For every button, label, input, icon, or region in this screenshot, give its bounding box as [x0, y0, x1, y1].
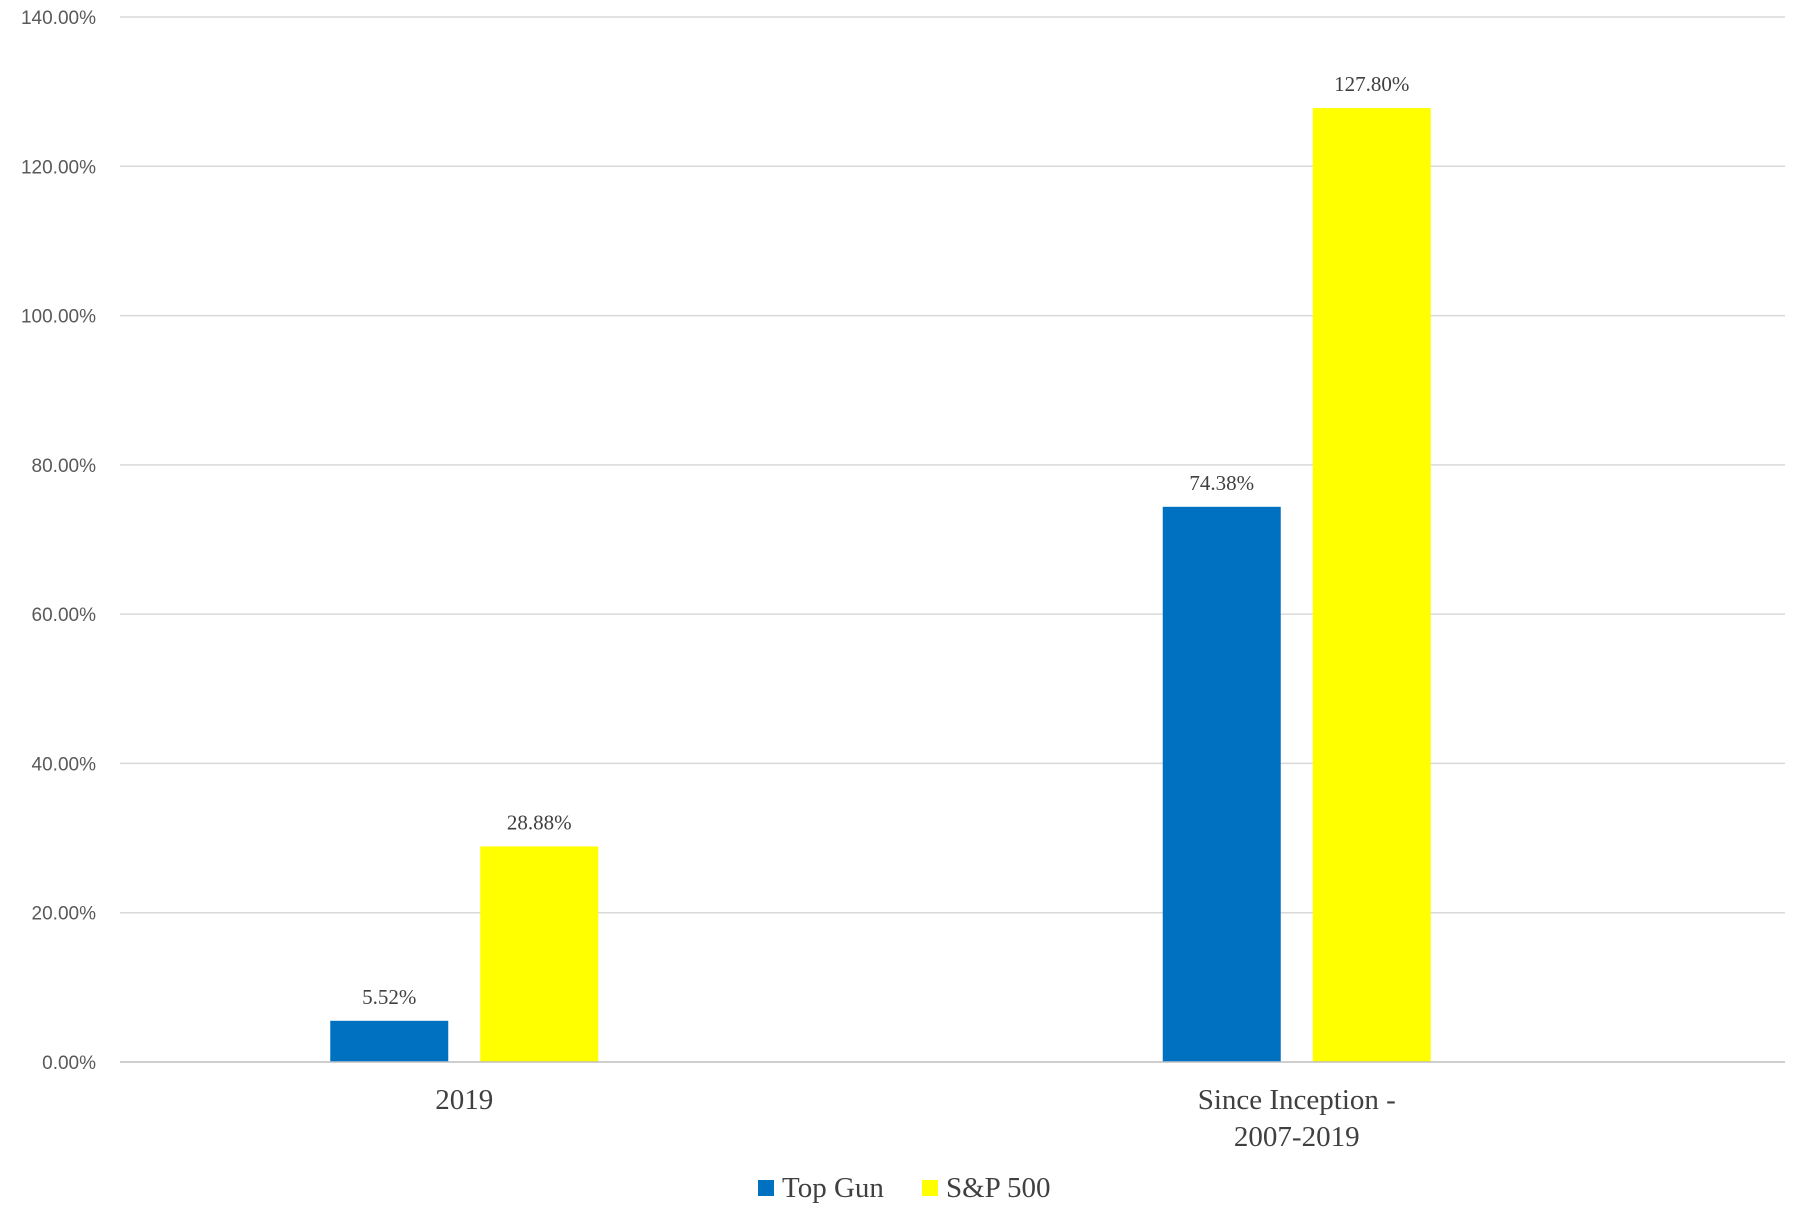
y-tick-label: 40.00%	[32, 754, 97, 775]
x-category-label: 2007-2019	[1234, 1121, 1360, 1153]
y-tick-label: 100.00%	[21, 307, 96, 328]
data-label: 127.80%	[1334, 72, 1409, 96]
y-tick-label: 0.00%	[42, 1053, 96, 1074]
bar-top-gun	[1162, 506, 1281, 1063]
legend-swatch	[922, 1180, 938, 1196]
bar-s-p-500	[480, 846, 599, 1062]
bars	[330, 108, 1431, 1063]
data-label: 28.88%	[507, 810, 572, 834]
gridlines	[120, 16, 1785, 914]
bar-top-gun	[330, 1020, 449, 1062]
y-tick-label: 60.00%	[32, 605, 97, 626]
bar-s-p-500	[1312, 108, 1431, 1063]
legend-label: Top Gun	[782, 1172, 884, 1204]
y-axis-tick-labels: 0.00% 20.00% 40.00% 60.00% 80.00% 100.00% 120.…	[21, 8, 96, 1074]
legend-label: S&P 500	[946, 1172, 1051, 1204]
y-tick-label: 120.00%	[21, 157, 96, 178]
y-tick-label: 80.00%	[32, 456, 97, 477]
legend-swatch	[758, 1180, 774, 1196]
data-label: 74.38%	[1189, 471, 1254, 495]
legend: Top Gun S&P 500	[758, 1172, 1051, 1204]
data-labels: 5.52% 28.88% 74.38% 127.80%	[362, 72, 1409, 1009]
y-tick-label: 20.00%	[32, 904, 97, 925]
y-tick-label: 140.00%	[21, 8, 96, 29]
x-category-label: 2019	[435, 1084, 493, 1116]
x-category-label: Since Inception -	[1198, 1084, 1396, 1116]
x-axis: 2019 Since Inception - 2007-2019	[120, 1061, 1785, 1153]
data-label: 5.52%	[362, 985, 416, 1009]
